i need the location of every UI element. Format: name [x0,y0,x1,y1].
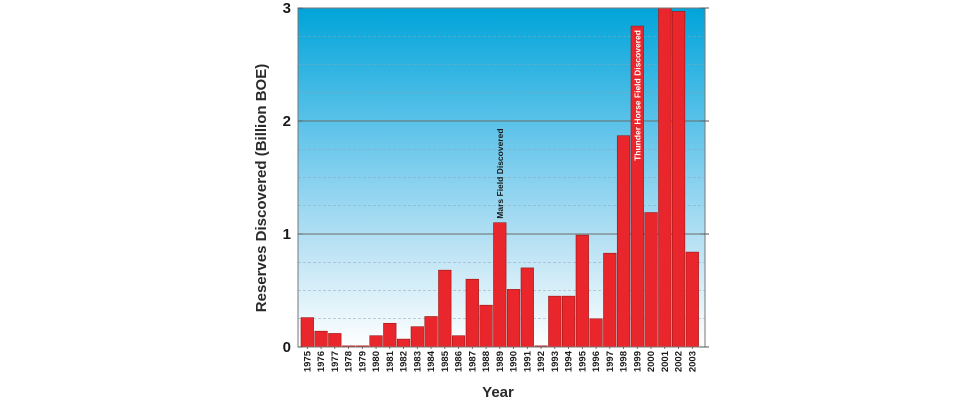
x-tick-label-2001: 2001 [660,350,671,372]
x-tick-label-2003: 2003 [687,351,698,372]
x-tick-label-1999: 1999 [632,351,643,372]
bar-1990 [506,289,521,348]
x-tick-label-2002: 2002 [674,351,685,372]
x-tick-label-1992: 1992 [536,351,547,372]
y-axis-label: Reserves Discovered (Billion BOE) [253,64,270,312]
x-tick-label-1994: 1994 [564,350,575,372]
x-tick-label-1984: 1984 [426,350,437,372]
x-tick-label-1995: 1995 [577,350,588,372]
y-tick-label-0: 0 [283,339,291,356]
bar-2000 [644,212,658,348]
bar-1996 [589,318,603,348]
x-tick-label-1993: 1993 [550,351,561,372]
x-tick-label-1978: 1978 [344,351,355,372]
annotations: Mars Field Discovered Thunder Horse Field… [495,30,643,219]
bar-series [300,7,699,348]
x-tick-label-1975: 1975 [302,350,313,372]
x-axis-label: Year [482,384,514,401]
bar-1975 [300,317,314,348]
bar-1981 [383,322,397,348]
x-tick-label-1998: 1998 [619,351,630,372]
bar-1985 [438,269,452,348]
annotation-1989: Mars Field Discovered [495,128,505,218]
x-tick-label-1976: 1976 [316,351,327,372]
bar-1982 [396,338,411,348]
bar-2002 [671,11,686,348]
bar-1977 [328,333,342,348]
x-tick-label-1997: 1997 [605,351,616,372]
bar-1976 [314,330,328,348]
bar-1986 [451,335,466,348]
bar-1984 [424,316,438,348]
x-tick-label-1990: 1990 [509,351,520,372]
x-tick-label-1980: 1980 [371,351,382,372]
bar-1998 [616,135,631,348]
plot-frame [297,7,706,348]
bar-1983 [410,326,424,348]
x-tick-label-1982: 1982 [399,351,410,372]
x-tick-label-1983: 1983 [412,351,423,372]
x-tick-label-1989: 1989 [495,351,506,372]
bar-1994 [561,295,576,348]
bar-1991 [520,267,534,348]
y-tick-label-2: 2 [283,113,291,130]
y-tick-label-1: 1 [283,226,291,243]
x-tick-label-1991: 1991 [522,350,533,372]
annotation-1999: Thunder Horse Field Discovered [632,30,642,161]
y-tick-label-3: 3 [283,0,291,17]
x-tick-label-1979: 1979 [357,351,368,372]
x-tick-label-1977: 1977 [330,351,341,372]
bar-1988 [479,304,493,348]
bar-1993 [548,295,562,348]
x-tick-label-1988: 1988 [481,351,492,372]
bar-1989 [493,222,507,348]
bar-2001 [658,7,672,348]
bar-1995 [575,234,589,348]
bar-1997 [603,252,617,348]
x-tick-label-2000: 2000 [646,351,657,372]
x-tick-label-1981: 1981 [385,350,396,372]
x-tick-label-1986: 1986 [454,351,465,372]
x-tick-label-1985: 1985 [440,350,451,372]
x-tick-label-1987: 1987 [467,351,478,372]
y-axis-ticks: 0 1 2 3 [283,0,709,356]
x-tick-label-1996: 1996 [591,351,602,372]
bar-1987 [465,278,479,348]
x-axis-ticks: 1975 1976 1977 1978 1979 1980 1981 1982 1983 1984… [302,347,698,372]
bar-2003 [685,251,699,348]
bar-1980 [369,335,383,348]
